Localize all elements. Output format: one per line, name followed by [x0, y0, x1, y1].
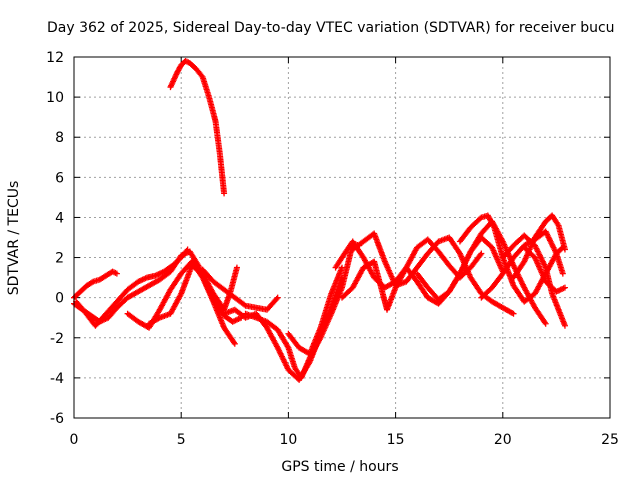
- y-tick-label: -4: [50, 371, 64, 387]
- data-point: [339, 264, 345, 271]
- data-point: [490, 223, 497, 230]
- y-tick-label: 0: [55, 291, 64, 307]
- data-point: [184, 246, 191, 253]
- series-arc-3: [73, 246, 191, 329]
- x-tick-label: 0: [70, 432, 79, 448]
- x-tick-label: 5: [177, 432, 186, 448]
- y-tick-label: 4: [55, 210, 64, 226]
- y-tick-label: -6: [50, 411, 64, 427]
- series-arc-10: [285, 264, 345, 357]
- data-point: [233, 264, 240, 271]
- plot-frame: [73, 56, 611, 419]
- series-arc-19: [521, 244, 568, 295]
- data-point: [561, 246, 568, 253]
- data-point: [274, 294, 281, 301]
- x-tick-label: 20: [494, 432, 512, 448]
- data-point: [510, 310, 517, 317]
- y-tick-label: -2: [50, 331, 64, 347]
- data-layer: [71, 58, 568, 383]
- y-axis-title: SDTVAR / TECUs: [6, 181, 22, 296]
- x-axis-title: GPS time / hours: [281, 459, 398, 475]
- y-tick-label: 8: [55, 130, 64, 146]
- data-point: [230, 339, 237, 346]
- y-tick-label: 12: [46, 50, 64, 66]
- tick-layer: 0 5 10 15 20 25 -6 -4 -2 0 2 4 6 8 10 12: [46, 50, 619, 448]
- chart-title: Day 362 of 2025, Sidereal Day-to-day VTE…: [47, 20, 615, 36]
- data-point: [273, 295, 280, 302]
- data-point: [155, 315, 162, 322]
- data-point: [183, 247, 190, 254]
- y-tick-label: 6: [55, 170, 64, 186]
- data-point: [241, 301, 248, 308]
- x-tick-label: 25: [601, 432, 619, 448]
- x-tick-label: 10: [279, 432, 297, 448]
- y-tick-label: 10: [46, 90, 64, 106]
- y-tick-label: 2: [55, 251, 64, 267]
- data-point: [541, 319, 548, 326]
- x-tick-label: 15: [387, 432, 405, 448]
- data-point: [561, 322, 568, 329]
- data-point: [542, 320, 549, 327]
- series-arc-5: [146, 262, 240, 327]
- data-point: [113, 270, 120, 277]
- series-arc-7: [199, 266, 281, 313]
- data-point: [509, 309, 516, 316]
- data-point: [477, 251, 484, 258]
- series-arc-1: [71, 268, 120, 301]
- data-point: [112, 269, 119, 276]
- series-arc-6: [167, 58, 228, 197]
- data-point: [478, 250, 485, 257]
- data-point: [559, 270, 566, 277]
- data-point: [221, 190, 228, 197]
- data-point: [231, 340, 238, 347]
- data-point: [561, 284, 568, 291]
- data-point: [89, 279, 96, 286]
- series-arc-14: [414, 218, 549, 327]
